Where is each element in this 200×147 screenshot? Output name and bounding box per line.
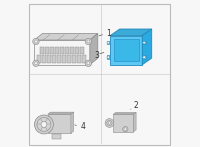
Bar xyxy=(62,55,66,63)
Bar xyxy=(47,55,51,63)
Polygon shape xyxy=(110,29,152,36)
Bar xyxy=(82,55,86,63)
Polygon shape xyxy=(107,55,110,59)
Bar xyxy=(65,47,69,54)
Polygon shape xyxy=(34,34,98,40)
Polygon shape xyxy=(113,112,136,114)
Circle shape xyxy=(33,60,39,66)
Bar xyxy=(42,55,46,63)
Bar xyxy=(52,134,61,139)
Circle shape xyxy=(123,127,128,132)
Circle shape xyxy=(105,119,114,127)
Circle shape xyxy=(33,38,39,45)
Bar xyxy=(77,55,81,63)
Text: 4: 4 xyxy=(80,122,85,131)
Circle shape xyxy=(143,41,145,44)
Bar xyxy=(80,47,84,54)
Circle shape xyxy=(87,40,90,43)
Circle shape xyxy=(34,40,37,43)
Circle shape xyxy=(41,122,47,127)
Bar xyxy=(48,114,71,133)
Text: 2: 2 xyxy=(133,101,138,110)
Polygon shape xyxy=(142,41,146,44)
Polygon shape xyxy=(107,41,110,44)
Circle shape xyxy=(108,122,111,124)
Circle shape xyxy=(107,120,112,126)
Polygon shape xyxy=(142,55,146,59)
Text: 3: 3 xyxy=(95,51,100,60)
Bar xyxy=(50,47,54,54)
Bar xyxy=(45,47,49,54)
Bar xyxy=(37,55,41,63)
Circle shape xyxy=(37,117,51,131)
Polygon shape xyxy=(142,29,152,65)
Circle shape xyxy=(34,62,37,65)
Bar xyxy=(60,47,64,54)
Polygon shape xyxy=(133,112,136,132)
Bar xyxy=(67,55,71,63)
Bar xyxy=(75,47,79,54)
Polygon shape xyxy=(110,36,142,65)
Bar xyxy=(70,47,74,54)
Circle shape xyxy=(87,62,90,65)
Bar xyxy=(55,47,59,54)
Circle shape xyxy=(85,38,92,45)
Polygon shape xyxy=(48,112,74,114)
Polygon shape xyxy=(34,40,90,65)
Polygon shape xyxy=(114,39,139,61)
Circle shape xyxy=(107,56,110,59)
Polygon shape xyxy=(90,34,98,65)
Bar xyxy=(57,55,61,63)
Circle shape xyxy=(34,115,53,134)
Bar xyxy=(40,47,44,54)
Bar xyxy=(113,114,133,132)
Bar xyxy=(52,55,56,63)
Bar xyxy=(72,55,76,63)
Circle shape xyxy=(107,41,110,44)
Circle shape xyxy=(124,128,127,130)
Text: 1: 1 xyxy=(107,29,111,38)
Polygon shape xyxy=(71,112,74,133)
Circle shape xyxy=(143,56,145,59)
Circle shape xyxy=(85,60,92,66)
